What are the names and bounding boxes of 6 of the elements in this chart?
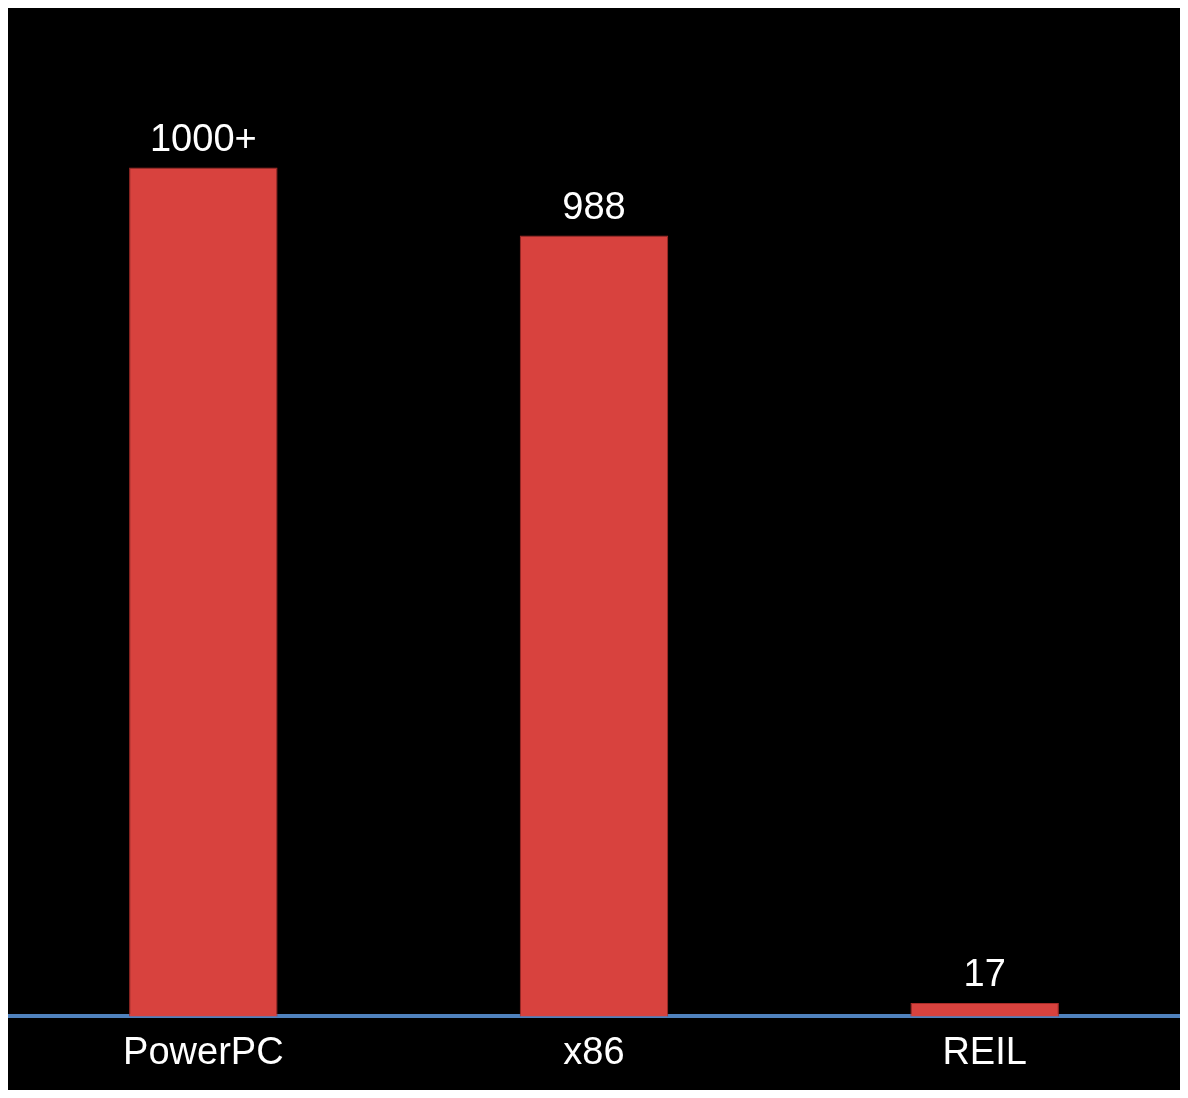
data-label: 17 [963,952,1006,995]
data-label: 988 [562,185,626,228]
x-tick-label: REIL [942,1029,1027,1072]
x-tick-label: PowerPC [123,1029,284,1072]
x-tick-label: x86 [563,1029,625,1072]
data-label: 1000+ [149,117,257,160]
